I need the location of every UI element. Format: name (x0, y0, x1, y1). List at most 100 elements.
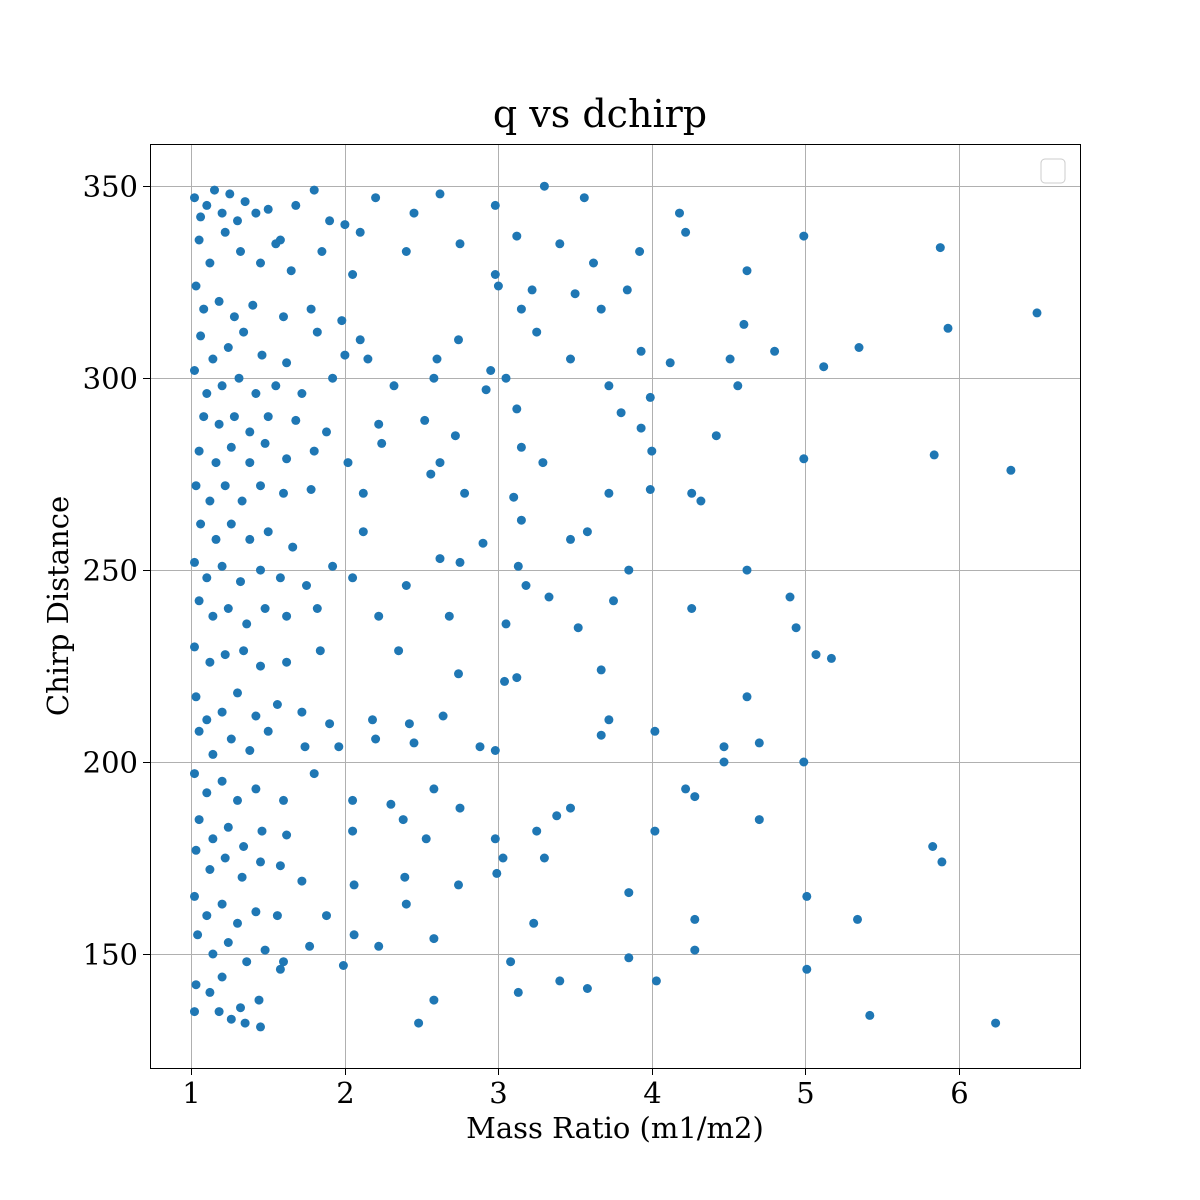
data-point (579, 193, 589, 203)
data-point (191, 692, 201, 702)
data-point (233, 216, 242, 226)
data-point (532, 327, 542, 337)
data-point (348, 795, 358, 805)
data-point (566, 803, 575, 813)
data-point (279, 312, 288, 322)
data-point (226, 1014, 236, 1024)
data-point (527, 285, 537, 295)
data-point (315, 646, 325, 656)
data-point (455, 803, 465, 813)
y-tick-label: 200 (83, 746, 138, 780)
data-point (490, 200, 500, 210)
data-point (205, 865, 215, 874)
data-point (338, 961, 348, 970)
data-point (478, 538, 488, 548)
data-point (343, 458, 353, 468)
data-point (202, 911, 212, 921)
data-point (501, 619, 511, 629)
data-point (305, 941, 315, 951)
data-point (929, 450, 939, 460)
data-point (260, 604, 270, 613)
data-point (208, 749, 218, 759)
data-point (573, 623, 583, 633)
data-point (719, 742, 729, 752)
data-point (205, 657, 215, 667)
data-point (223, 822, 233, 832)
data-point (279, 795, 288, 805)
data-point (355, 335, 365, 345)
data-point (348, 270, 358, 279)
data-point (194, 596, 204, 606)
data-point (214, 419, 224, 429)
data-point (286, 266, 296, 276)
data-point (240, 197, 250, 207)
data-point (271, 381, 281, 391)
data-point (853, 914, 862, 924)
data-point (202, 389, 212, 398)
data-point (217, 899, 227, 909)
data-point (205, 987, 215, 997)
data-point (438, 711, 448, 721)
data-point (208, 611, 218, 621)
data-point (236, 1003, 245, 1013)
data-point (604, 488, 614, 498)
data-point (309, 769, 319, 779)
data-point (196, 331, 206, 341)
data-point (596, 304, 606, 314)
x-tick-label: 4 (643, 1076, 661, 1110)
data-point (394, 646, 404, 656)
x-tick-label: 2 (336, 1076, 354, 1110)
data-point (211, 534, 221, 544)
data-point (217, 381, 227, 391)
data-point (622, 285, 632, 295)
data-point (687, 604, 697, 613)
data-point (650, 726, 660, 736)
data-point (481, 385, 491, 395)
data-point (802, 964, 812, 974)
data-point (624, 953, 634, 963)
data-point (609, 596, 618, 606)
data-point (233, 918, 242, 928)
data-point (935, 243, 945, 253)
data-point (260, 438, 270, 448)
data-point (420, 415, 430, 425)
data-point (711, 431, 721, 441)
data-point (596, 665, 606, 675)
data-point (512, 404, 522, 414)
data-point (257, 826, 267, 836)
data-point (690, 914, 700, 924)
data-point (220, 650, 230, 660)
data-point (1032, 308, 1042, 318)
data-point (217, 707, 227, 717)
data-point (604, 715, 614, 725)
data-point (191, 845, 201, 855)
data-point (309, 185, 319, 195)
data-point (490, 746, 500, 755)
data-point (651, 976, 661, 986)
data-point (493, 281, 503, 291)
data-point (302, 581, 311, 590)
data-point (799, 231, 809, 241)
legend-box (1040, 158, 1066, 184)
data-point (409, 738, 419, 748)
data-point (435, 554, 445, 564)
data-point (513, 987, 523, 997)
data-point (349, 880, 359, 890)
data-point (490, 834, 500, 844)
data-point (190, 366, 199, 375)
data-point (237, 872, 247, 882)
data-point (251, 784, 261, 794)
data-point (432, 354, 442, 364)
data-point (190, 769, 199, 779)
data-point (363, 354, 373, 364)
data-point (552, 811, 562, 821)
data-point (275, 861, 285, 871)
data-point (991, 1018, 1001, 1028)
y-axis-label: Chirp Distance (41, 496, 75, 716)
data-point (687, 488, 697, 498)
data-point (202, 573, 212, 583)
data-point (865, 1010, 875, 1020)
data-point (217, 208, 227, 218)
x-tick-label: 1 (182, 1076, 200, 1110)
data-point (279, 488, 288, 498)
